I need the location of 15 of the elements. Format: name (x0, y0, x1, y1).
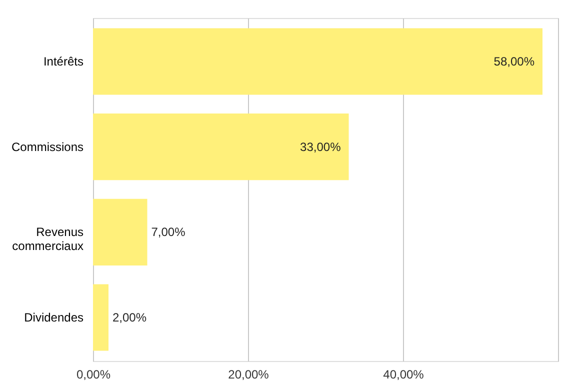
y-tick-label: Revenus commerciaux (12, 225, 84, 254)
x-tick-label: 20,00% (228, 368, 270, 382)
y-tick-label: Intérêts (43, 54, 84, 69)
x-tick-label: 40,00% (383, 368, 424, 382)
y-tick-label: Commissions (11, 140, 84, 154)
data-label: 58,00% (494, 54, 535, 69)
x-tick-label: 0,00% (76, 368, 111, 382)
bar (93, 28, 542, 95)
data-label: 7,00% (151, 225, 186, 240)
bar (93, 114, 349, 180)
bar (93, 198, 148, 266)
data-label: 2,00% (112, 310, 147, 324)
bar (93, 284, 108, 351)
data-label: 33,00% (300, 140, 342, 154)
y-tick-label: Dividendes (24, 310, 84, 324)
